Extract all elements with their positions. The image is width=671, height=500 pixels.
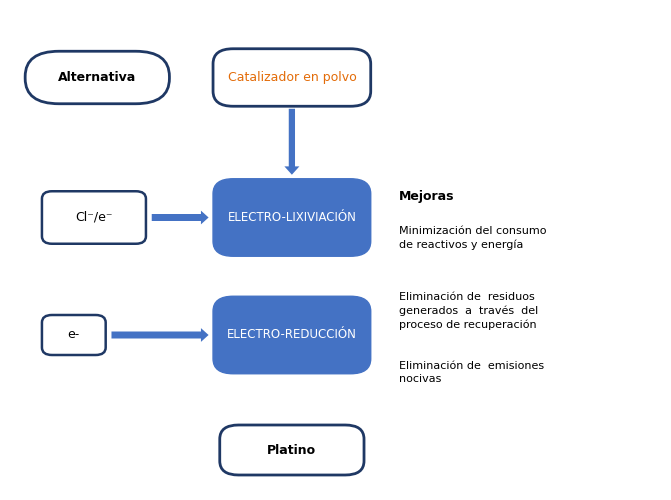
Text: Eliminación de  emisiones
nocivas: Eliminación de emisiones nocivas bbox=[399, 361, 544, 384]
FancyBboxPatch shape bbox=[25, 52, 169, 104]
Text: Platino: Platino bbox=[267, 444, 317, 456]
Text: Cl⁻/e⁻: Cl⁻/e⁻ bbox=[75, 211, 113, 224]
Text: Alternativa: Alternativa bbox=[58, 71, 136, 84]
FancyBboxPatch shape bbox=[213, 179, 370, 256]
FancyBboxPatch shape bbox=[213, 296, 370, 374]
Text: ELECTRO-LIXIVIACIÓN: ELECTRO-LIXIVIACIÓN bbox=[227, 211, 356, 224]
FancyBboxPatch shape bbox=[213, 49, 370, 106]
Text: Catalizador en polvo: Catalizador en polvo bbox=[227, 71, 356, 84]
FancyBboxPatch shape bbox=[42, 192, 146, 244]
Text: Eliminación de  residuos
generados  a  través  del
proceso de recuperación: Eliminación de residuos generados a trav… bbox=[399, 292, 539, 331]
FancyBboxPatch shape bbox=[42, 315, 106, 355]
Text: Minimización del consumo
de reactivos y energía: Minimización del consumo de reactivos y … bbox=[399, 226, 547, 250]
Text: Mejoras: Mejoras bbox=[399, 190, 455, 203]
Text: ELECTRO-REDUCCIÓN: ELECTRO-REDUCCIÓN bbox=[227, 328, 357, 342]
FancyBboxPatch shape bbox=[220, 425, 364, 475]
Text: e-: e- bbox=[68, 328, 80, 342]
